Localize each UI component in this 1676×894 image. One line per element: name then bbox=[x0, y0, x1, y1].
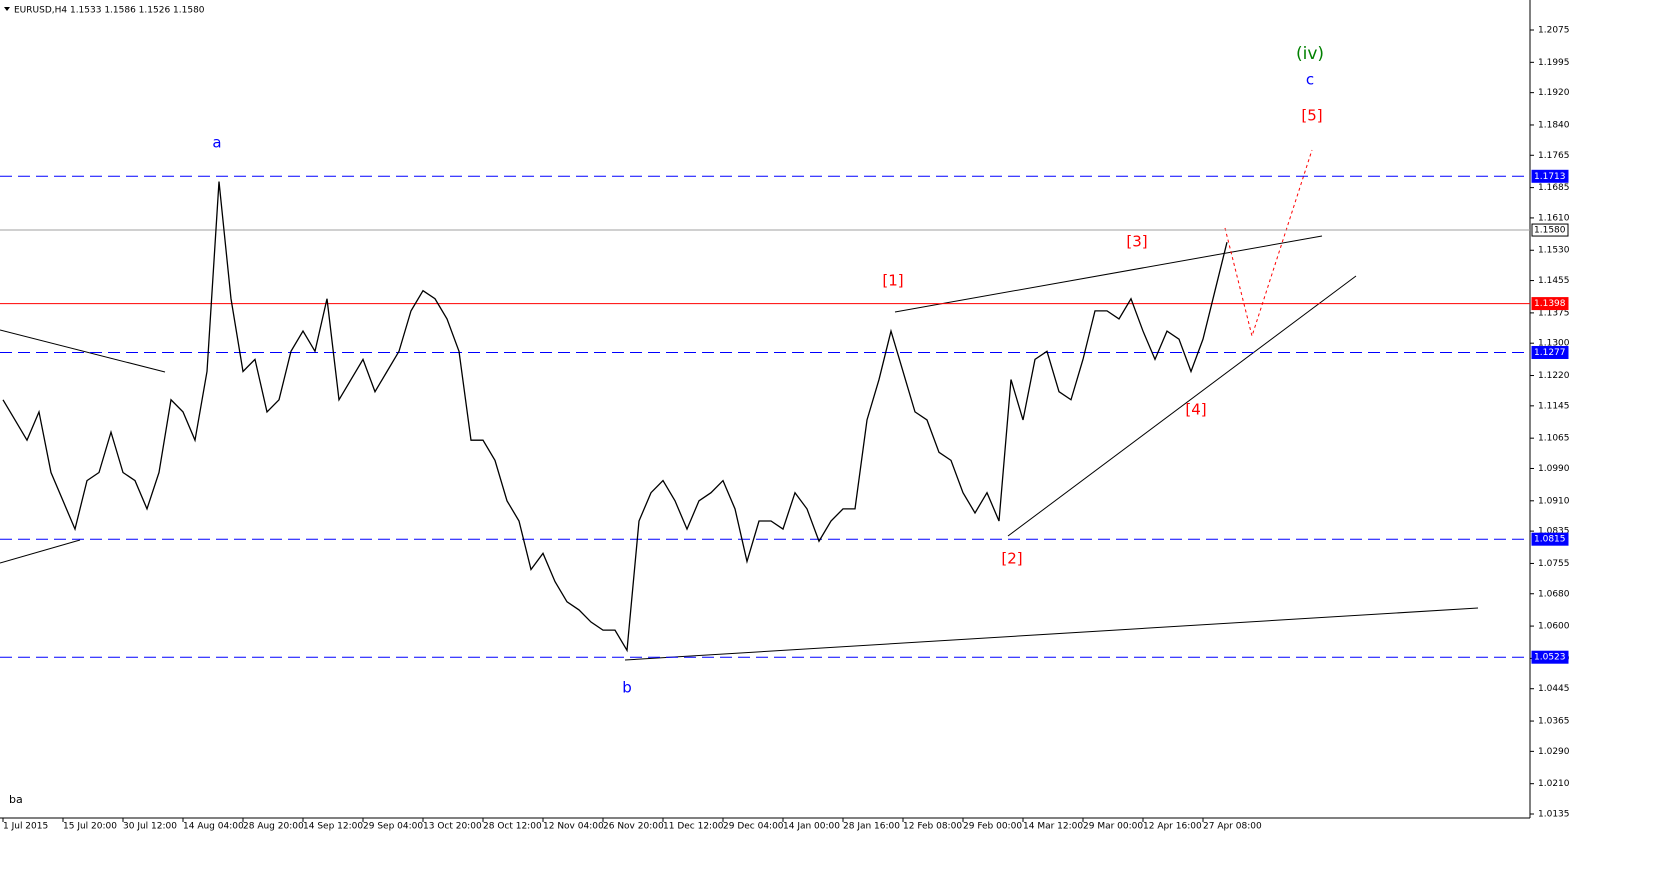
y-tick-label: 1.1065 bbox=[1538, 434, 1570, 444]
wave-label: (iv) bbox=[1296, 44, 1324, 64]
y-tick-label: 1.0600 bbox=[1538, 622, 1570, 632]
x-tick-label: 13 Oct 20:00 bbox=[423, 822, 482, 832]
x-tick-label: 30 Jul 12:00 bbox=[123, 822, 177, 832]
wave-label: [1] bbox=[882, 272, 903, 290]
y-tick-label: 1.0445 bbox=[1538, 684, 1570, 694]
symbol-header: EURUSD,H4 1.1533 1.1586 1.1526 1.1580 bbox=[14, 6, 205, 16]
wave-label: [4] bbox=[1185, 401, 1206, 419]
y-tick-label: 1.1530 bbox=[1538, 246, 1570, 256]
y-tick-label: 1.1685 bbox=[1538, 183, 1570, 193]
footer-label: ba bbox=[9, 793, 23, 806]
y-tick-label: 1.0910 bbox=[1538, 496, 1570, 506]
price-level-box bbox=[1531, 169, 1569, 183]
x-tick-label: 27 Apr 08:00 bbox=[1203, 822, 1262, 832]
trend-line bbox=[1007, 275, 1357, 537]
y-tick-label: 1.1455 bbox=[1538, 276, 1570, 286]
y-tick-label: 1.1220 bbox=[1538, 371, 1570, 381]
x-tick-label: 14 Aug 04:00 bbox=[183, 822, 244, 832]
y-tick-label: 1.0365 bbox=[1538, 717, 1570, 727]
wave-label: a bbox=[212, 134, 221, 152]
y-tick-label: 1.1610 bbox=[1538, 213, 1570, 223]
price-level-label: 1.1713 bbox=[1534, 172, 1566, 182]
price-level-label: 1.0815 bbox=[1534, 535, 1566, 545]
y-tick-label: 1.0835 bbox=[1538, 527, 1570, 537]
y-tick-label: 1.1840 bbox=[1538, 120, 1570, 130]
y-tick-label: 1.1375 bbox=[1538, 308, 1570, 318]
y-tick-label: 1.0680 bbox=[1538, 589, 1570, 599]
x-tick-label: 1 Jul 2015 bbox=[3, 822, 48, 832]
y-tick-label: 1.0210 bbox=[1538, 779, 1570, 789]
wave-label: b bbox=[622, 679, 632, 697]
x-tick-label: 12 Feb 08:00 bbox=[903, 822, 962, 832]
wave-label: [2] bbox=[1001, 550, 1022, 568]
y-tick-label: 1.1145 bbox=[1538, 401, 1570, 411]
projection-path bbox=[1224, 149, 1313, 338]
price-level-box bbox=[1531, 223, 1569, 237]
price-level-box bbox=[1531, 650, 1569, 664]
x-tick-label: 29 Sep 04:00 bbox=[363, 822, 423, 832]
x-tick-label: 12 Nov 04:00 bbox=[543, 822, 604, 832]
x-tick-label: 28 Aug 20:00 bbox=[243, 822, 304, 832]
price-line bbox=[2, 181, 1228, 653]
x-tick-label: 14 Sep 12:00 bbox=[303, 822, 363, 832]
y-tick-label: 1.1765 bbox=[1538, 151, 1570, 161]
y-tick-label: 1.1995 bbox=[1538, 58, 1570, 68]
x-tick-label: 14 Jan 00:00 bbox=[783, 822, 840, 832]
y-tick-label: 1.0135 bbox=[1538, 810, 1570, 820]
y-tick-label: 1.1920 bbox=[1538, 88, 1570, 98]
wave-label: [3] bbox=[1126, 233, 1147, 251]
x-tick-label: 26 Nov 20:00 bbox=[603, 822, 664, 832]
x-tick-label: 29 Feb 00:00 bbox=[963, 822, 1022, 832]
trend-line bbox=[624, 607, 1479, 661]
y-tick-label: 1.0290 bbox=[1538, 747, 1570, 757]
y-tick-label: 1.0990 bbox=[1538, 464, 1570, 474]
y-tick-label: 1.0755 bbox=[1538, 559, 1570, 569]
price-level-label: 1.1398 bbox=[1534, 299, 1566, 309]
y-tick-label: 1.1300 bbox=[1538, 339, 1570, 349]
x-tick-label: 29 Mar 00:00 bbox=[1083, 822, 1143, 832]
menu-arrow[interactable] bbox=[4, 7, 10, 11]
trend-line bbox=[0, 329, 166, 373]
price-level-box bbox=[1531, 297, 1569, 311]
price-level-label: 1.1277 bbox=[1534, 348, 1566, 358]
price-level-label: 1.0523 bbox=[1534, 653, 1566, 663]
price-level-box bbox=[1531, 532, 1569, 546]
x-tick-label: 11 Dec 12:00 bbox=[663, 822, 724, 832]
x-tick-label: 12 Apr 16:00 bbox=[1143, 822, 1202, 832]
x-tick-label: 15 Jul 20:00 bbox=[63, 822, 117, 832]
trend-lines bbox=[0, 149, 1479, 661]
trend-line bbox=[894, 235, 1323, 313]
trend-line bbox=[0, 539, 81, 564]
wave-label: [5] bbox=[1301, 107, 1322, 125]
wave-label: c bbox=[1306, 71, 1314, 89]
x-tick-label: 14 Mar 12:00 bbox=[1023, 822, 1083, 832]
y-tick-label: 1.2075 bbox=[1538, 26, 1570, 36]
x-tick-label: 29 Dec 04:00 bbox=[723, 822, 784, 832]
price-level-label: 1.1580 bbox=[1534, 226, 1566, 236]
x-tick-label: 28 Jan 16:00 bbox=[843, 822, 900, 832]
price-level-box bbox=[1531, 345, 1569, 359]
x-tick-label: 28 Oct 12:00 bbox=[483, 822, 542, 832]
